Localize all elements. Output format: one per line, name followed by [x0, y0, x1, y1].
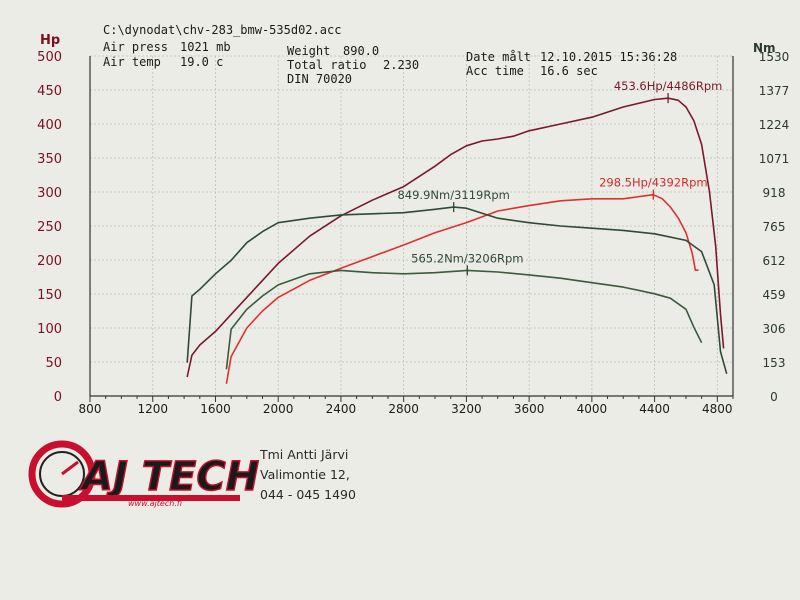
x-tick-label: 1200: [137, 402, 168, 416]
chart-annotations: 453.6Hp/4486Rpm 298.5Hp/4392Rpm 849.9Nm/31…: [397, 79, 723, 276]
y-right-tick-label: 1530: [759, 50, 790, 64]
y-right-tick-label: 1071: [759, 152, 790, 166]
y-left-tick-label: 400: [37, 118, 62, 133]
y-left-axis-title: Hp: [40, 33, 60, 48]
y-right-tick-label: 1224: [759, 118, 790, 132]
x-tick-label: 4400: [639, 402, 670, 416]
air-press-value: 1021 mb: [180, 40, 231, 54]
company-phone: 044 - 045 1490: [260, 487, 356, 502]
date-label: Date målt: [466, 50, 531, 64]
y-left-tick-label: 0: [54, 390, 62, 405]
logo-url: www.ajtech.fi: [128, 499, 183, 508]
x-tick-label: 4000: [577, 402, 608, 416]
chart-series: [186, 97, 728, 384]
y-right-tick-label: 612: [763, 254, 786, 268]
air-temp-value: 19.0 c: [180, 55, 223, 69]
y-right-axis-title: Nm: [753, 41, 776, 55]
peak-label-hp_tuned: 453.6Hp/4486Rpm: [614, 79, 723, 93]
x-tick-label: 2800: [388, 402, 419, 416]
y-right-tick-label: 1377: [759, 84, 790, 98]
y-left-tick-label: 300: [37, 186, 62, 201]
y-right-tick-label: 918: [763, 186, 786, 200]
x-tick-label: 2000: [263, 402, 294, 416]
x-tick-label: 2400: [326, 402, 357, 416]
y-right-tick-label: 153: [763, 356, 786, 370]
y-left-tick-label: 250: [37, 220, 62, 235]
chart-axes: [89, 56, 734, 402]
y-left-tick-label: 500: [37, 50, 62, 65]
x-tick-label: 1600: [200, 402, 231, 416]
y-left-tick-label: 350: [37, 152, 62, 167]
din-standard: DIN 70020: [287, 72, 352, 86]
company-street: Valimontie 12,: [260, 467, 350, 482]
company-name: Tmi Antti Järvi: [259, 447, 348, 462]
y-left-tick-label: 450: [37, 84, 62, 99]
weight-label: Weight: [287, 44, 330, 58]
speedometer-needle: [61, 460, 79, 476]
x-tick-label: 3600: [514, 402, 545, 416]
peak-label-nm_tuned: 849.9Nm/3119Rpm: [397, 188, 509, 202]
peak-label-hp_stock: 298.5Hp/4392Rpm: [599, 176, 708, 190]
series-line-hp_stock: [225, 193, 699, 384]
y-left-tick-label: 50: [45, 356, 62, 371]
series-line-nm_tuned: [186, 206, 728, 375]
logo-swoosh: [62, 495, 240, 501]
x-tick-label: 800: [79, 402, 102, 416]
ajtech-logo: AJ TECH www.ajtech.fi: [28, 440, 260, 508]
y-left-tick-label: 150: [37, 288, 62, 303]
speedometer-icon: [28, 440, 96, 508]
y-left-tick-label: 100: [37, 322, 62, 337]
peak-label-nm_stock: 565.2Nm/3206Rpm: [411, 251, 523, 265]
chart-ticks: 0 0 50 153 100 306 150 459 200 612 250 765 300 918 350…: [37, 50, 789, 416]
total-ratio-label: Total ratio: [287, 58, 366, 72]
file-path: C:\dynodat\chv-283_bmw-535d02.acc: [103, 23, 341, 37]
air-temp-label: Air temp: [103, 55, 161, 69]
x-tick-label: 3200: [451, 402, 482, 416]
y-left-tick-label: 200: [37, 254, 62, 269]
total-ratio-value: 2.230: [383, 58, 419, 72]
y-right-tick-label: 306: [763, 322, 786, 336]
y-right-tick-label: 459: [763, 288, 786, 302]
date-value: 12.10.2015 15:36:28: [540, 50, 677, 64]
acc-time-label: Acc time: [466, 64, 524, 78]
acc-time-value: 16.6 sec: [540, 64, 598, 78]
logo-text: AJ TECH: [79, 454, 259, 500]
y-right-tick-label: 0: [770, 390, 778, 404]
y-right-tick-label: 765: [763, 220, 786, 234]
air-press-label: Air press: [103, 40, 168, 54]
series-line-hp_tuned: [186, 97, 725, 378]
x-tick-label: 4800: [702, 402, 733, 416]
weight-value: 890.0: [343, 44, 379, 58]
